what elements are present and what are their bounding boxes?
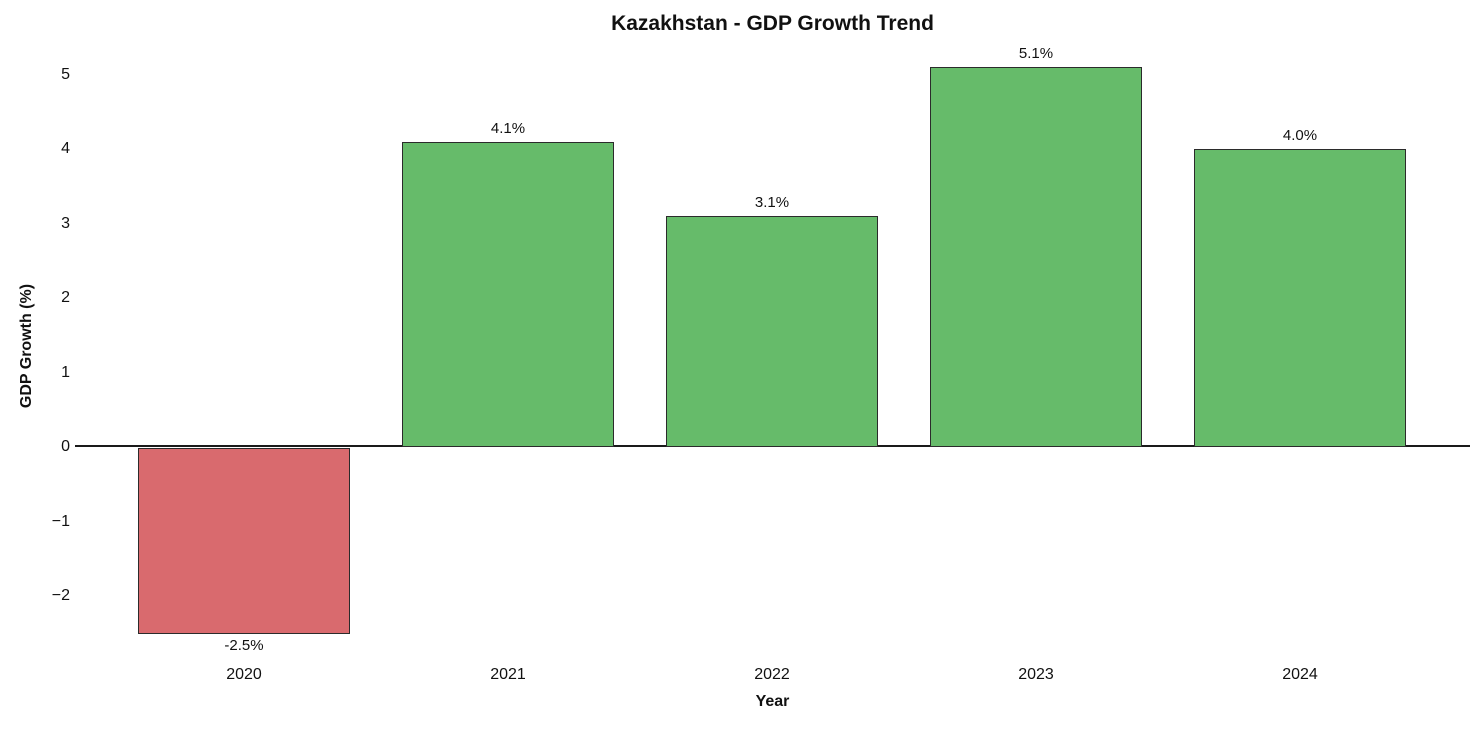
chart-title: Kazakhstan - GDP Growth Trend [611,12,934,35]
bar-2024 [1194,149,1406,447]
bar-value-label: 3.1% [754,194,790,212]
bar-2023 [930,67,1142,447]
y-tick-label: 4 [61,140,70,157]
y-tick-label: 3 [61,214,70,232]
y-axis-label: GDP Growth (%) [18,283,35,409]
y-tick-label: 1 [61,363,70,381]
y-tick-label: 0 [61,438,70,455]
x-axis-label: Year [755,693,790,710]
x-tick-label: 2020 [226,666,262,683]
bar-2021 [402,141,614,447]
y-tick-label: 5 [61,65,70,83]
x-tick-label: 2022 [754,666,790,683]
y-tick-label: −1 [51,512,70,530]
bar-value-label: 4.1% [490,119,526,137]
x-tick-label: 2024 [1282,666,1318,683]
bar-value-label: 5.1% [1018,45,1054,63]
y-tick-label: 2 [61,289,70,306]
bar-value-label: -2.5% [224,637,264,655]
y-tick-label: −2 [51,587,70,604]
bar-2020 [138,448,350,635]
bar-2022 [666,216,878,447]
bar-value-label: 4.0% [1282,127,1318,144]
x-tick-label: 2023 [1018,666,1054,683]
x-tick-label: 2021 [490,666,526,683]
